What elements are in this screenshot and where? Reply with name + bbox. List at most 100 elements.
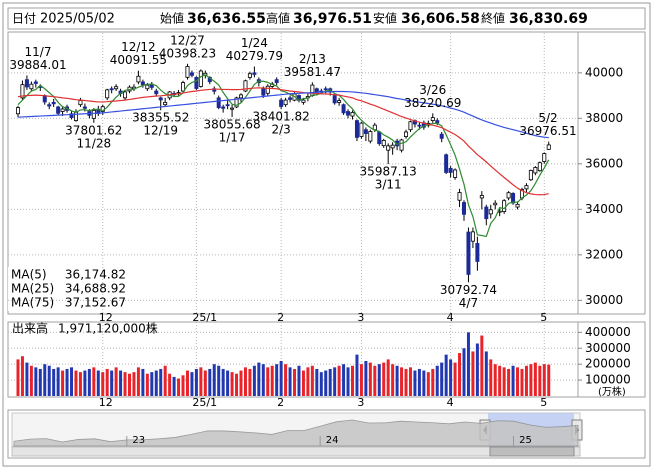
candle-body: [114, 86, 119, 90]
candle-body: [453, 169, 458, 178]
volume-bar: [533, 362, 537, 396]
candle-body: [15, 107, 20, 115]
volume-bar: [542, 364, 546, 396]
candle-body: [354, 120, 359, 138]
candle-body: [542, 153, 547, 162]
volume-bar: [52, 368, 56, 396]
candle-body: [140, 81, 145, 86]
candle-body: [350, 112, 355, 117]
candle-body: [163, 101, 168, 106]
volume-bar: [96, 370, 100, 396]
volume-bar: [159, 368, 163, 396]
header-value: 36,636.55: [187, 11, 266, 27]
volume-bar: [507, 368, 511, 396]
candle-body: [158, 97, 163, 101]
annotation-date: 1/24: [241, 36, 268, 50]
candle-body: [238, 94, 243, 99]
volume-bar: [413, 370, 417, 396]
volume-bar: [154, 370, 158, 396]
candle-body: [274, 79, 279, 84]
annotation-date: 11/28: [77, 136, 112, 150]
candle-body: [448, 167, 453, 173]
volume-tick-label: 100000: [585, 373, 631, 387]
y-tick-label: 30000: [585, 293, 623, 307]
volume-bar: [422, 370, 426, 396]
candle-body: [408, 121, 413, 131]
x-tick-label: 3: [357, 311, 364, 324]
candle-body: [466, 231, 471, 275]
candle-body: [444, 154, 449, 173]
candle-body: [461, 202, 466, 215]
candle-body: [470, 231, 475, 242]
candle-body: [479, 195, 484, 199]
volume-bar: [119, 370, 123, 396]
candle-body: [435, 120, 440, 124]
volume-bar: [364, 361, 368, 396]
candle-body: [314, 88, 319, 93]
volume-bar: [83, 370, 87, 396]
header-date-label: 日付: [12, 12, 36, 26]
candle-body: [225, 104, 230, 107]
volume-bar: [270, 365, 274, 396]
candle-body: [381, 139, 386, 147]
volume-bar: [324, 370, 328, 396]
volume-bar: [538, 365, 542, 396]
candle-body: [390, 144, 395, 149]
ma-line: [17, 74, 550, 238]
volume-bar: [190, 372, 194, 396]
annotation-date: 12/12: [121, 40, 156, 54]
candle-body: [105, 89, 110, 99]
candle-body: [404, 131, 409, 137]
candle-body: [288, 97, 293, 100]
scrollbar[interactable]: [11, 446, 581, 457]
y-tick-label: 36000: [585, 156, 623, 170]
candle-body: [323, 88, 328, 91]
volume-bar: [284, 364, 288, 396]
header-label: 安値: [373, 11, 397, 26]
scrollbar-thumb[interactable]: [489, 446, 575, 457]
volume-bar: [368, 362, 372, 396]
volume-bar: [319, 372, 323, 396]
annotation-date: 3/26: [419, 83, 446, 97]
annotation-value: 39884.01: [9, 58, 66, 72]
volume-tick-label: 300000: [585, 341, 631, 355]
volume-bar: [440, 362, 444, 396]
candle-body: [109, 88, 114, 91]
legend-value: 36,174.82: [65, 268, 126, 282]
volume-bar: [404, 368, 408, 396]
candle-body: [337, 100, 342, 103]
volume-bar: [20, 356, 24, 396]
header-date: 2025/05/02: [40, 12, 115, 27]
y-tick-label: 38000: [585, 111, 623, 125]
candle-body: [515, 203, 520, 208]
volume-bar: [342, 364, 346, 396]
candle-body: [185, 66, 190, 78]
candle-body: [230, 107, 235, 110]
volume-bar: [480, 335, 484, 396]
candle-body: [145, 84, 150, 90]
volume-bar: [203, 370, 207, 396]
volume-bar: [489, 359, 493, 396]
candle-body: [189, 72, 194, 76]
volume-bar: [194, 368, 198, 396]
volume-bar: [458, 353, 462, 396]
volume-bar: [498, 365, 502, 396]
header-label: 高値: [266, 11, 290, 26]
candle-body: [332, 95, 337, 104]
volume-bar: [417, 368, 421, 396]
candle-body: [359, 122, 364, 137]
volume-bar: [297, 365, 301, 396]
volume-bar: [25, 362, 29, 396]
volume-bar: [136, 367, 140, 396]
volume-bar: [56, 367, 60, 396]
candle-body: [136, 75, 141, 83]
candle-body: [346, 111, 351, 116]
legend-name: MA(5): [11, 268, 47, 282]
volume-bar: [426, 372, 430, 396]
volume-bar: [29, 365, 33, 396]
legend-value: 37,152.67: [65, 296, 126, 310]
volume-bar: [168, 373, 172, 396]
volume-title: 出来高: [12, 321, 48, 336]
candle-body: [341, 104, 346, 114]
